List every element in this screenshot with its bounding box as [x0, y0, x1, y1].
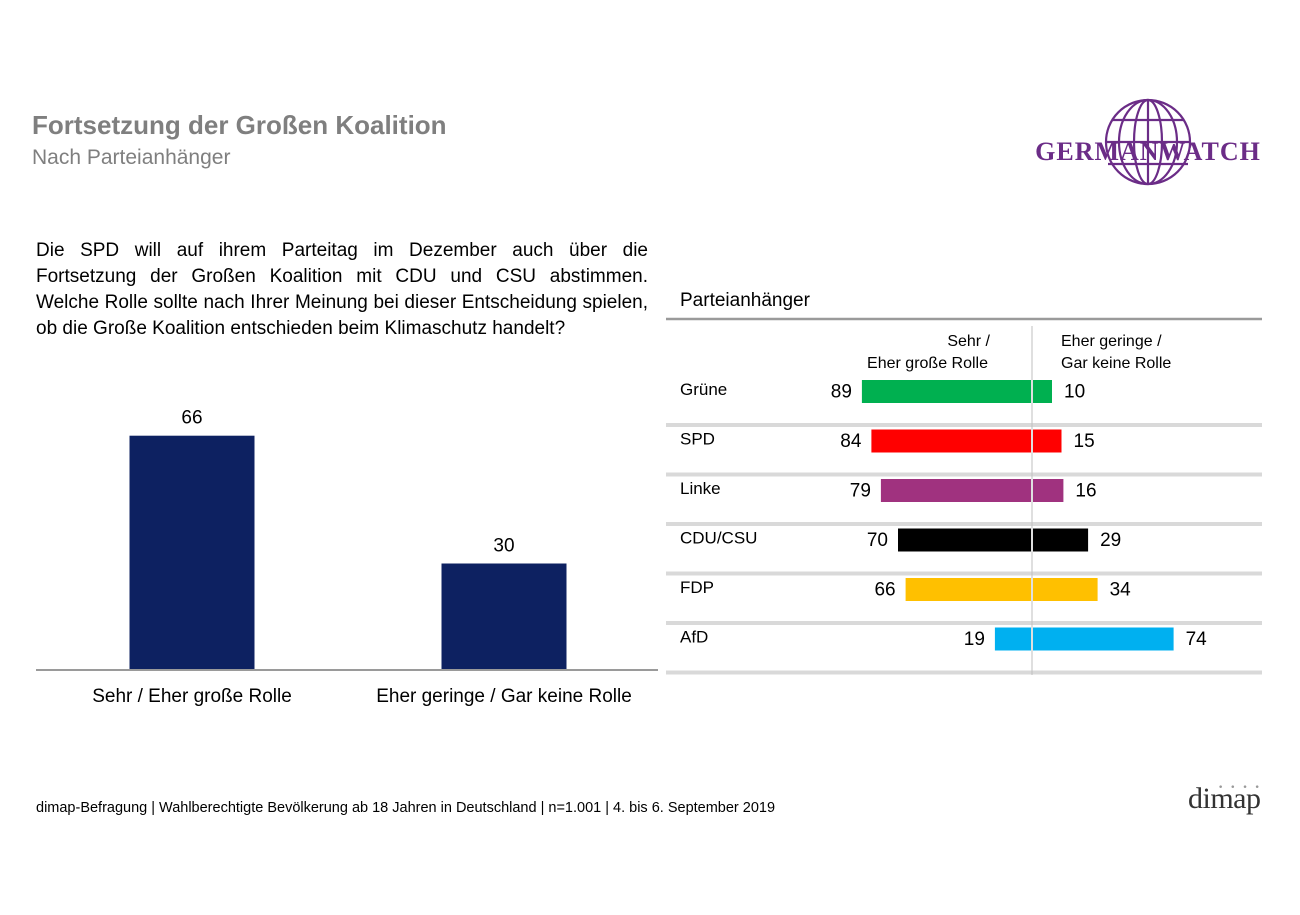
value-label-right: 15 [1074, 431, 1095, 452]
bar-right [1033, 380, 1052, 403]
category-label: Eher geringe / Gar keine Rolle [376, 686, 632, 707]
bar-left [905, 578, 1031, 601]
value-label-left: 84 [840, 431, 862, 452]
bar-2 [441, 563, 567, 670]
dimap-dots-icon: • • • • [1218, 783, 1262, 793]
value-label-left: 70 [867, 530, 888, 551]
bar-left [880, 479, 1031, 502]
left-series-header: Eher große Rolle [867, 355, 988, 372]
value-label-left: 66 [874, 580, 895, 601]
globe-icon [1104, 98, 1192, 186]
value-label-left: 19 [964, 629, 985, 650]
left-series-header: Sehr / [947, 333, 990, 350]
value-label-left: 79 [850, 481, 871, 502]
bar-right [1033, 528, 1089, 552]
party-diverging-chart: Parteianhänger Sehr / Eher große Rolle Eher… [666, 290, 1262, 675]
survey-question: Die SPD will auf ihrem Parteitag im Deze… [36, 240, 648, 339]
overall-bar-chart: 66 Sehr / Eher große Rolle 30 Eher geringe … [36, 408, 658, 707]
right-series-header: Gar keine Rolle [1061, 355, 1171, 372]
value-label-left: 89 [831, 382, 852, 403]
bar-value-label: 66 [181, 408, 202, 429]
page-title: Fortsetzung der Großen Koalition [32, 110, 447, 140]
value-label-right: 10 [1064, 382, 1085, 403]
right-series-header: Eher geringe / [1061, 333, 1162, 350]
bar-right [1033, 627, 1174, 651]
party-label: AfD [680, 628, 708, 647]
party-label: FDP [680, 578, 714, 597]
bar-1 [129, 435, 255, 670]
bar-right [1033, 578, 1098, 601]
party-label: SPD [680, 430, 715, 449]
value-label-right: 29 [1100, 530, 1121, 551]
bar-right [1033, 429, 1062, 453]
value-label-right: 34 [1110, 580, 1132, 601]
bar-value-label: 30 [493, 536, 514, 557]
party-label: Grüne [680, 380, 727, 399]
footer-source: dimap-Befragung | Wahlberechtigte Bevölk… [36, 800, 776, 816]
bar-left [871, 429, 1031, 453]
bar-left [994, 627, 1031, 651]
bar-right [1033, 479, 1064, 502]
logo-text: GERMANWATCH [1035, 137, 1261, 166]
germanwatch-logo: GERMANWATCH [1028, 96, 1268, 192]
chart-title: Parteianhänger [680, 290, 811, 311]
bar-left [861, 380, 1031, 403]
bar-left [898, 528, 1031, 552]
category-label: Sehr / Eher große Rolle [92, 686, 292, 707]
dimap-logo: dimap [1188, 782, 1261, 815]
party-label: Linke [680, 479, 721, 498]
page-subtitle: Nach Parteianhänger [32, 146, 231, 169]
value-label-right: 74 [1186, 629, 1208, 650]
value-label-right: 16 [1075, 481, 1096, 502]
party-label: CDU/CSU [680, 529, 757, 548]
